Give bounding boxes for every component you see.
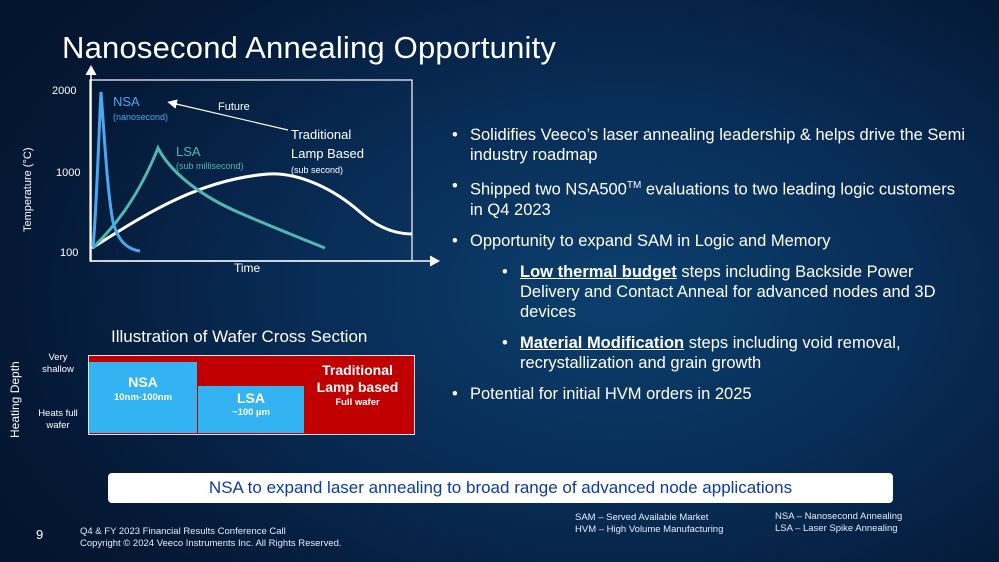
x-axis-label: Time — [234, 261, 261, 275]
lsa-block-title: LSA — [237, 390, 265, 406]
bullet-item: • Opportunity to expand SAM in Logic and… — [452, 231, 972, 251]
abbreviations-left: SAM – Served Available Market HVM – High… — [575, 512, 723, 536]
abbreviations-right: NSA – Nanosecond Annealing LSA – Laser S… — [775, 511, 902, 535]
y-tick-label: 2000 — [52, 85, 76, 97]
footer-line2: Copyright © 2024 Veeco Instruments Inc. … — [80, 538, 342, 549]
bullet-dot-icon: • — [452, 384, 458, 403]
very-shallow-label: Very shallow — [38, 352, 78, 376]
bullet-item: • Solidifies Veeco’s laser annealing lea… — [452, 125, 972, 165]
lsa-block-sub: ~100 µm — [232, 407, 270, 418]
abbrev-nsa: NSA – Nanosecond Annealing — [775, 511, 903, 522]
traditional-block-title-1: Traditional — [322, 362, 393, 378]
nsa-block-sub: 10nm-100nm — [113, 392, 173, 403]
cross-section-title: Illustration of Wafer Cross Section — [111, 327, 368, 346]
very-shallow-line2: shallow — [42, 364, 74, 375]
bullet-dot-icon: • — [452, 231, 458, 250]
traditional-series-label: Traditional — [291, 127, 351, 142]
series-line-lsa — [91, 144, 326, 250]
traditional-block-sub: Full wafer — [335, 397, 380, 408]
future-label: Future — [218, 101, 250, 113]
bullet-text: Solidifies Veeco’s laser annealing leade… — [470, 126, 965, 164]
y-tick-label: 100 — [60, 247, 78, 259]
bullet-highlight: Low thermal budget — [520, 262, 677, 281]
bullet-text: Opportunity to expand SAM in Logic and M… — [470, 231, 831, 250]
very-shallow-line1: Very — [48, 352, 68, 363]
bullet-dot-icon: • — [502, 333, 508, 352]
lsa-depth-block: LSA ~100 µm — [198, 386, 304, 433]
lsa-series-sublabel: (sub millisecond) — [176, 161, 244, 171]
bullet-item: • Potential for initial HVM orders in 20… — [452, 384, 972, 404]
page-number: 9 — [36, 527, 44, 542]
nsa-block-title: NSA — [128, 374, 158, 390]
bullet-list: • Solidifies Veeco’s laser annealing lea… — [452, 125, 972, 415]
y-axis-arrowhead — [85, 64, 97, 76]
nsa-depth-block: NSA 10nm-100nm — [89, 362, 197, 433]
bullet-text: Potential for initial HVM orders in 2025 — [470, 384, 752, 403]
trademark-superscript: TM — [626, 180, 642, 191]
abbrev-sam: SAM – Served Available Market — [575, 512, 709, 523]
traditional-depth-block: Traditional Lamp based Full wafer — [305, 362, 410, 422]
traditional-series-sublabel: (sub second) — [291, 165, 343, 175]
traditional-series-label-2: Lamp Based — [291, 146, 364, 161]
key-message-banner: NSA to expand laser annealing to broad r… — [108, 473, 893, 503]
bullet-dot-icon: • — [452, 126, 458, 144]
bullet-item: • Shipped two NSA500TM evaluations to tw… — [452, 176, 972, 220]
bullet-text-pre: Shipped two NSA500 — [470, 180, 627, 199]
abbrev-lsa: LSA – Laser Spike Annealing — [775, 523, 898, 534]
bullet-highlight: Material Modification — [520, 333, 685, 352]
abbrev-hvm: HVM – High Volume Manufacturing — [575, 524, 724, 535]
footer-line1: Q4 & FY 2023 Financial Results Conferenc… — [80, 526, 286, 537]
bullet-dot-icon: • — [452, 177, 458, 195]
series-line-traditional — [91, 172, 413, 250]
heats-full-line2: wafer — [46, 420, 70, 431]
heats-full-line1: Heats full — [38, 408, 78, 419]
future-arrow — [167, 99, 289, 131]
temperature-time-chart: 2000 1000 100 Temperature (°C) Time NSA … — [22, 64, 441, 275]
nsa-series-sublabel: (nanosecond) — [113, 112, 168, 122]
series-line-nsa — [91, 91, 141, 253]
slide-title: Nanosecond Annealing Opportunity — [62, 30, 557, 65]
sub-bullet-item: • Low thermal budget steps including Bac… — [502, 262, 972, 322]
x-axis-arrowhead — [429, 255, 441, 267]
bullet-dot-icon: • — [502, 262, 508, 281]
sub-bullet-item: • Material Modification steps including … — [502, 333, 972, 373]
heats-full-wafer-label: Heats full wafer — [34, 408, 82, 432]
footer-text: Q4 & FY 2023 Financial Results Conferenc… — [80, 526, 342, 550]
y-axis-label: Temperature (°C) — [22, 148, 34, 232]
traditional-block-title-2: Lamp based — [316, 379, 399, 395]
bullet-text: steps including Backside Power Delivery … — [520, 262, 936, 321]
bullet-text-post: evaluations to two leading logic custome… — [470, 180, 955, 219]
lsa-series-label: LSA — [176, 144, 201, 159]
nsa-series-label: NSA — [113, 94, 140, 109]
heating-depth-label: Heating Depth — [8, 361, 22, 438]
bullet-text: steps including void removal, recrystall… — [520, 333, 901, 372]
y-tick-label: 1000 — [56, 167, 80, 179]
